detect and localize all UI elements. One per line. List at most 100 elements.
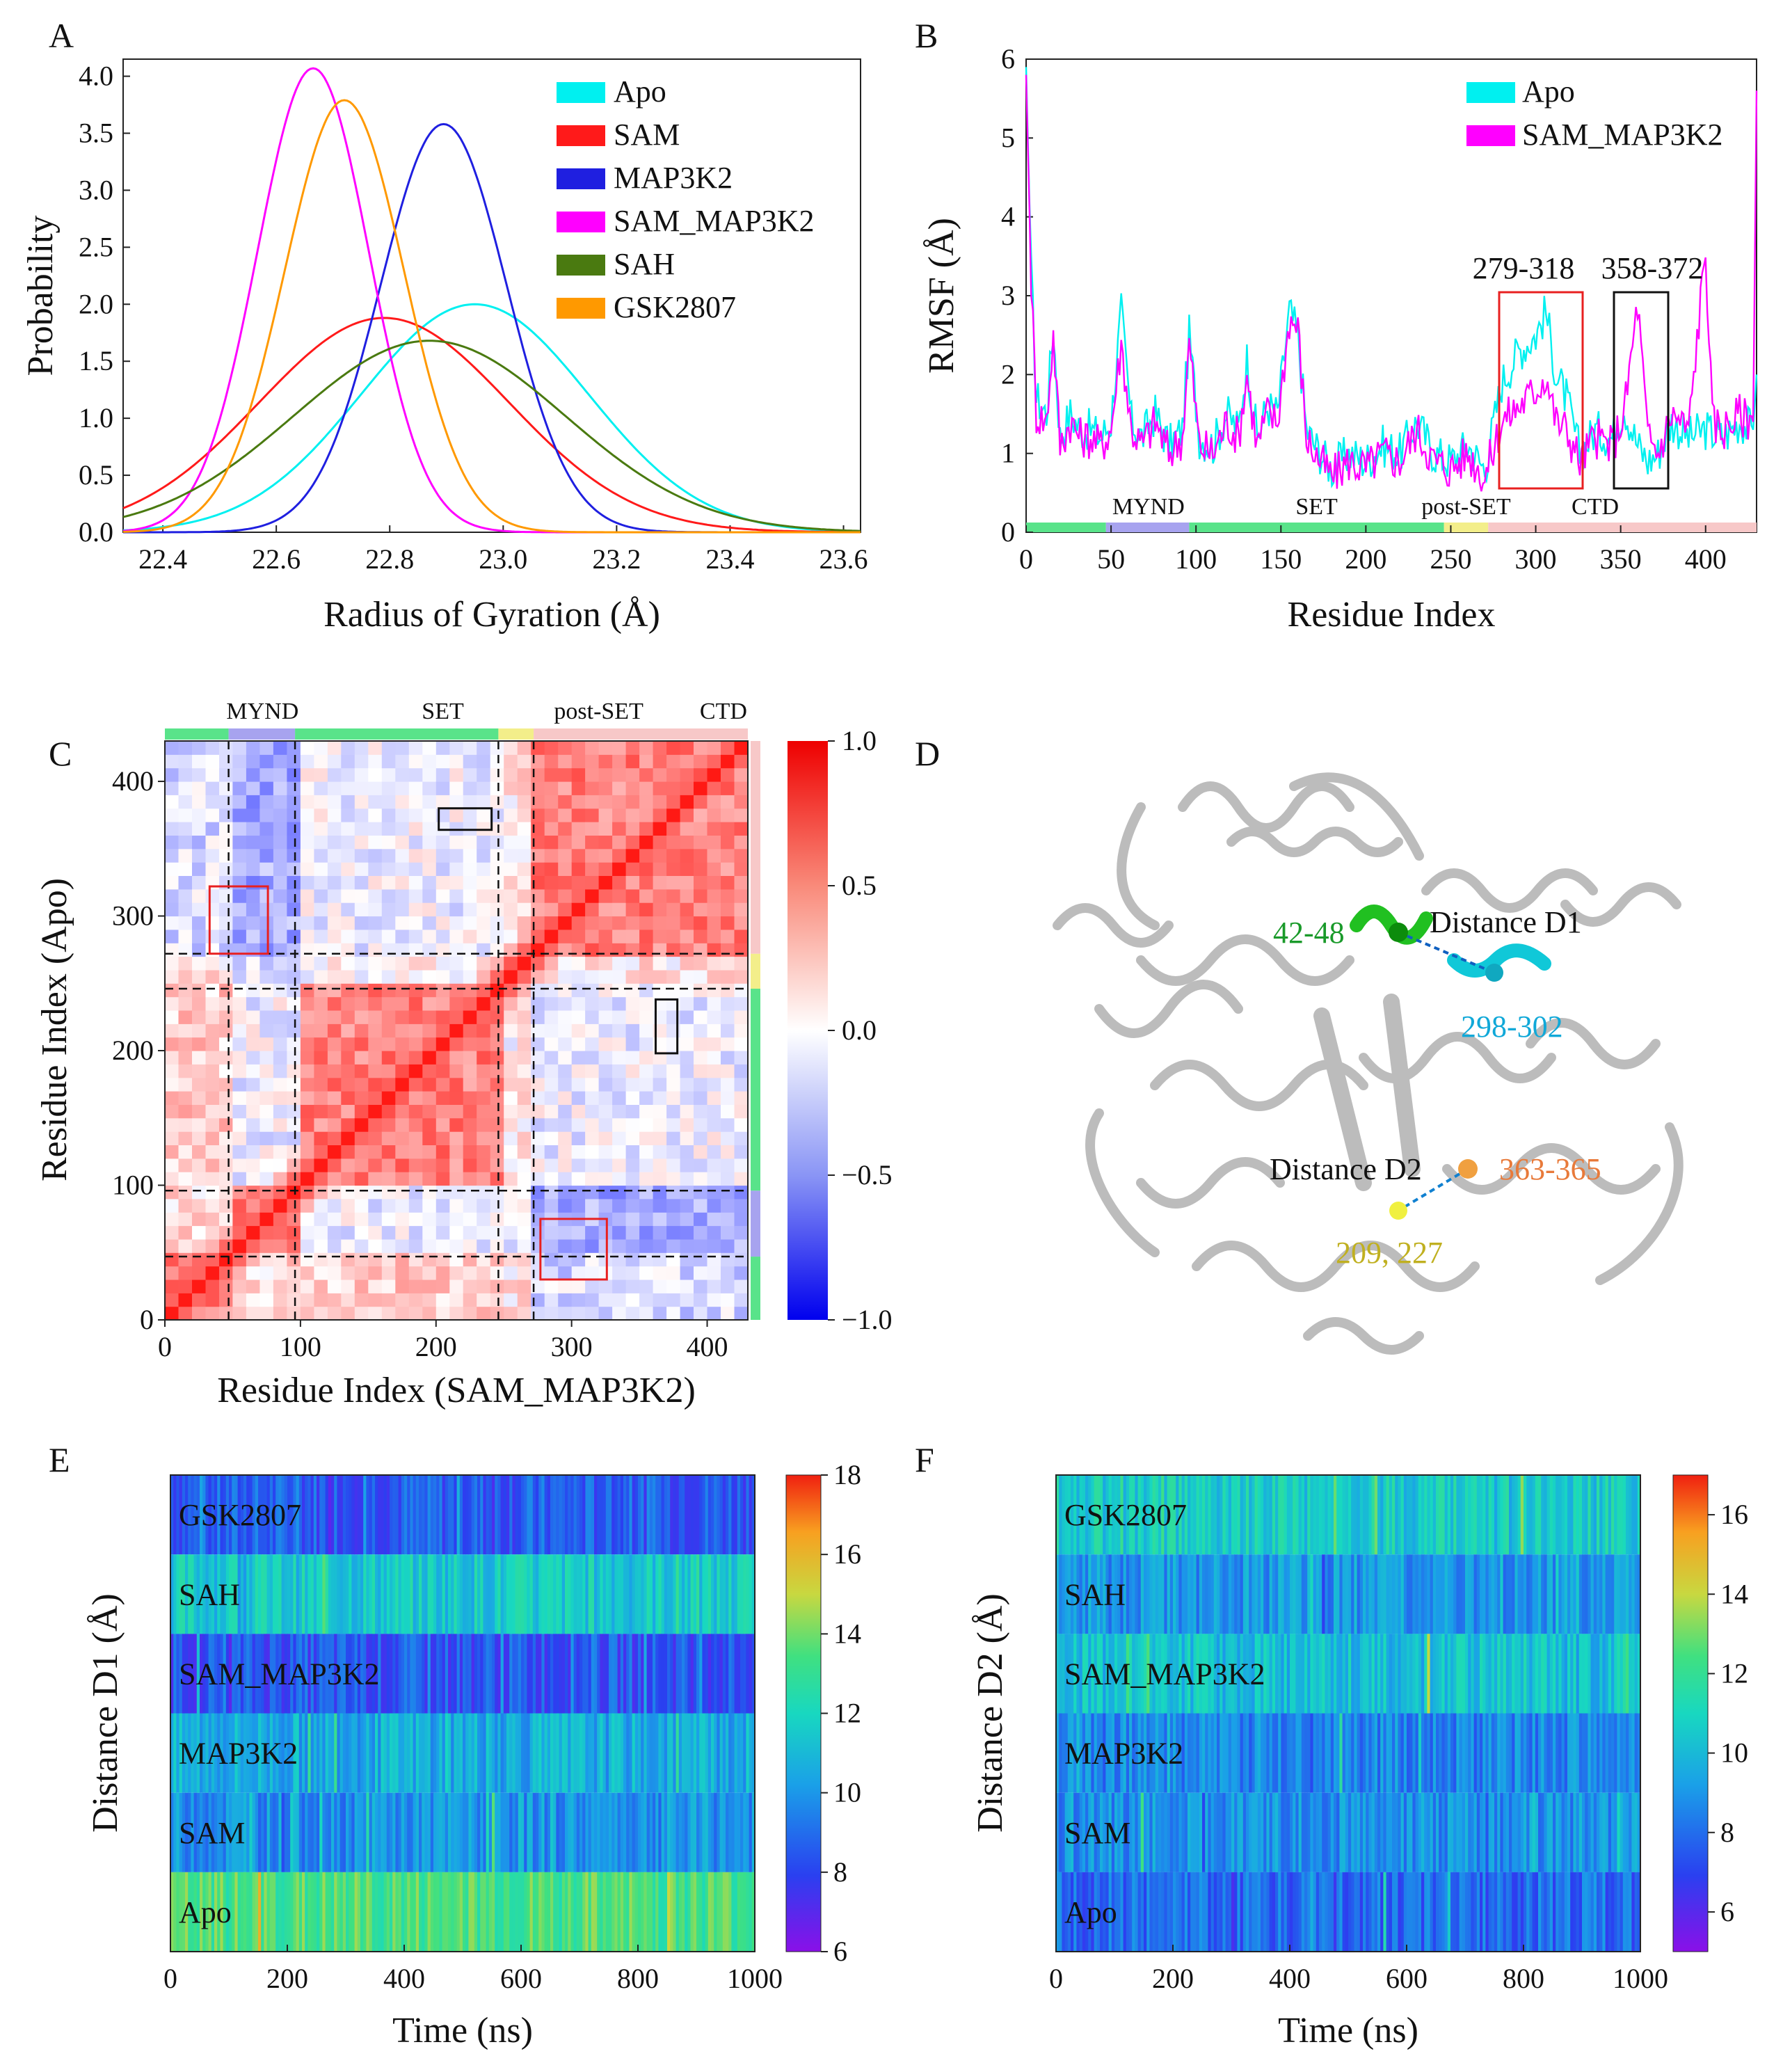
heat-cell — [314, 1010, 328, 1024]
heat-cell — [386, 1634, 390, 1714]
heat-cell — [639, 888, 654, 903]
heat-cell — [1418, 1792, 1422, 1872]
heat-cell — [313, 1554, 317, 1634]
panel-letter-a: A — [49, 16, 74, 55]
heat-cell — [653, 1145, 667, 1159]
heat-cell — [625, 1131, 640, 1145]
heat-cell — [1602, 1792, 1606, 1872]
heat-cell — [565, 1554, 568, 1634]
heat-cell — [1146, 1475, 1150, 1555]
heat-cell — [707, 1475, 712, 1555]
heat-cell — [1266, 1554, 1270, 1634]
heat-cell — [287, 1131, 301, 1145]
heat-cell — [1249, 1475, 1252, 1555]
heat-cell — [626, 1634, 630, 1714]
heat-cell — [422, 1091, 437, 1105]
heat-cell — [408, 943, 423, 957]
heat-cell — [1301, 1792, 1305, 1872]
heat-cell — [278, 1872, 282, 1952]
heat-cell — [1254, 1792, 1258, 1872]
heat-cell — [1137, 1792, 1142, 1872]
heat-cell — [165, 1010, 179, 1024]
heat-cell — [625, 808, 640, 822]
heat-cell — [1500, 1713, 1503, 1793]
heat-cell — [670, 1872, 673, 1952]
heat-cell — [477, 1010, 491, 1024]
heat-cell — [1152, 1792, 1156, 1872]
heat-cell — [1468, 1713, 1471, 1793]
legend-swatch — [557, 168, 605, 189]
heat-cell — [300, 996, 314, 1011]
heat-cell — [246, 888, 260, 903]
panel-e-ticks: 0 200 400 600 800 1000 — [163, 1945, 783, 1994]
heat-cell — [477, 943, 491, 957]
heat-cell — [468, 1554, 472, 1634]
heat-cell — [1366, 1792, 1369, 1872]
heat-cell — [1599, 1872, 1603, 1952]
heat-cell — [740, 1713, 744, 1793]
heat-cell — [1240, 1713, 1244, 1793]
heat-cell — [612, 781, 627, 795]
heat-cell — [721, 983, 735, 998]
heat-cell — [205, 1280, 220, 1293]
heat-cell — [273, 781, 287, 795]
heat-cell — [408, 902, 423, 917]
heat-cell — [395, 969, 410, 984]
heat-cell — [612, 1172, 627, 1186]
heat-cell — [1295, 1713, 1299, 1793]
heat-cell — [625, 1104, 640, 1119]
heat-cell — [395, 1158, 410, 1172]
heat-cell — [609, 1475, 612, 1555]
heat-cell — [327, 996, 342, 1011]
heat-cell — [653, 1158, 667, 1172]
heat-cell — [585, 1104, 600, 1119]
heat-cell — [1480, 1554, 1483, 1634]
heat-cell — [463, 996, 477, 1011]
heat-cell — [314, 1158, 328, 1172]
highlight-box-red — [539, 1218, 608, 1281]
heat-cell — [232, 835, 247, 850]
heat-cell — [1418, 1872, 1422, 1952]
heat-cell — [1129, 1872, 1133, 1952]
heat-cell — [666, 1117, 681, 1132]
heat-cell — [1169, 1792, 1174, 1872]
heat-cell — [597, 1872, 600, 1952]
heat-cell — [1359, 1554, 1364, 1634]
heat-cell — [463, 902, 477, 917]
heat-cell — [588, 1634, 592, 1714]
heat-cell — [255, 1872, 259, 1952]
heat-cell — [1334, 1792, 1337, 1872]
heat-cell — [427, 1554, 431, 1634]
heat-cell — [1564, 1792, 1568, 1872]
heat-cell — [585, 1792, 589, 1872]
heat-cell — [232, 956, 247, 971]
heat-cell — [219, 1131, 234, 1145]
heat-cell — [1634, 1872, 1638, 1952]
heat-cell — [1120, 1713, 1124, 1793]
heat-cell — [721, 1131, 735, 1145]
heat-cell — [623, 1554, 627, 1634]
heat-cell — [694, 822, 708, 836]
heat-cell — [1181, 1634, 1185, 1714]
heat-cell — [191, 1475, 194, 1555]
heat-cell — [407, 1554, 410, 1634]
heat-cell — [463, 1198, 477, 1213]
heat-cell — [463, 1306, 477, 1321]
heat-cell — [639, 983, 654, 998]
heat-cell — [699, 1554, 703, 1634]
heat-cell — [1622, 1713, 1626, 1793]
heat-cell — [1614, 1475, 1617, 1555]
heat-cell — [192, 781, 207, 795]
heat-cell — [544, 943, 559, 957]
heat-cell — [639, 1064, 654, 1078]
heat-cell — [1351, 1634, 1354, 1714]
domain-segment-right — [751, 1190, 760, 1257]
heat-cell — [500, 1475, 504, 1555]
heat-cell — [1117, 1872, 1121, 1952]
heat-cell — [1494, 1872, 1498, 1952]
heat-cell — [477, 1117, 491, 1132]
heat-cell — [445, 1872, 449, 1952]
heat-cell — [1538, 1792, 1542, 1872]
heat-cell — [524, 1554, 527, 1634]
heat-cell — [1108, 1554, 1112, 1634]
